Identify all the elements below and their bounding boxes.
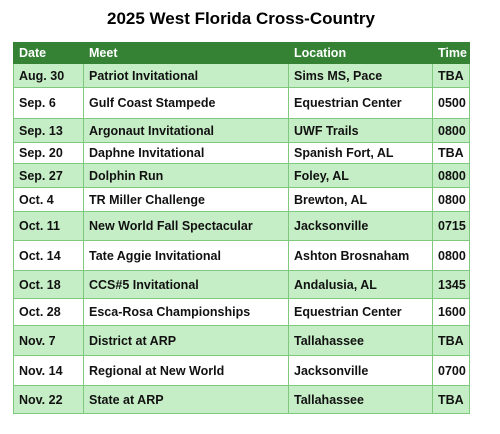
table-row: Nov. 22 State at ARP Tallahassee TBA — [13, 385, 470, 414]
table-cell: Jacksonville — [288, 211, 433, 241]
table-cell: 0800 — [432, 187, 470, 212]
header-cell: Time — [432, 42, 470, 64]
table-cell: Aug. 30 — [13, 63, 84, 88]
table-cell: TBA — [432, 142, 470, 164]
table-cell: 0800 — [432, 163, 470, 188]
table-cell: District at ARP — [83, 325, 289, 356]
table-row: Aug. 30 Patriot Invitational Sims MS, Pace… — [13, 63, 470, 88]
table-cell: TR Miller Challenge — [83, 187, 289, 212]
table-cell: TBA — [432, 385, 470, 414]
table-cell: 0700 — [432, 355, 470, 386]
header-cell: Meet — [83, 42, 289, 64]
table-cell: Foley, AL — [288, 163, 433, 188]
table-cell: Nov. 14 — [13, 355, 84, 386]
table-cell: Tate Aggie Invitational — [83, 240, 289, 271]
table-cell: 0800 — [432, 118, 470, 143]
table-cell: Sep. 6 — [13, 87, 84, 119]
table-cell: Oct. 28 — [13, 298, 84, 326]
table-row: Sep. 6 Gulf Coast Stampede Equestrian Cent… — [13, 87, 470, 119]
table-cell: Sep. 27 — [13, 163, 84, 188]
table-row: Nov. 14 Regional at New World Jacksonville… — [13, 355, 470, 386]
table-row: Oct. 4 TR Miller Challenge Brewton, AL 0800 — [13, 187, 470, 212]
table-cell: Jacksonville — [288, 355, 433, 386]
table-cell: 0715 — [432, 211, 470, 241]
table-cell: Argonaut Invitational — [83, 118, 289, 143]
table-cell: Tallahassee — [288, 325, 433, 356]
table-body: Aug. 30 Patriot Invitational Sims MS, Pace… — [13, 63, 470, 414]
table-cell: UWF Trails — [288, 118, 433, 143]
table-cell: Regional at New World — [83, 355, 289, 386]
table-cell: Andalusia, AL — [288, 270, 433, 299]
table-cell: Brewton, AL — [288, 187, 433, 212]
table-row: Nov. 7 District at ARP Tallahassee TBA — [13, 325, 470, 356]
table-cell: TBA — [432, 63, 470, 88]
table-cell: Sims MS, Pace — [288, 63, 433, 88]
table-cell: State at ARP — [83, 385, 289, 414]
table-cell: Oct. 11 — [13, 211, 84, 241]
table-cell: Spanish Fort, AL — [288, 142, 433, 164]
table-cell: Patriot Invitational — [83, 63, 289, 88]
table-cell: CCS#5 Invitational — [83, 270, 289, 299]
table-cell: Dolphin Run — [83, 163, 289, 188]
table-cell: Equestrian Center — [288, 298, 433, 326]
table-cell: Oct. 14 — [13, 240, 84, 271]
table-cell: Esca-Rosa Championships — [83, 298, 289, 326]
title: 2025 West Florida Cross-Country — [107, 9, 375, 28]
table-cell: Tallahassee — [288, 385, 433, 414]
table-row: Oct. 11 New World Fall Spectacular Jackson… — [13, 211, 470, 241]
table-cell: TBA — [432, 325, 470, 356]
schedule-table: Date Meet Location Time Aug. 30 Patriot Invi… — [13, 42, 470, 414]
table-cell: Sep. 20 — [13, 142, 84, 164]
table-row: Oct. 18 CCS#5 Invitational Andalusia, AL 13… — [13, 270, 470, 299]
table-cell: Equestrian Center — [288, 87, 433, 119]
table-cell: Daphne Invitational — [83, 142, 289, 164]
table-cell: 0800 — [432, 240, 470, 271]
table-cell: Sep. 13 — [13, 118, 84, 143]
table-cell: Oct. 18 — [13, 270, 84, 299]
table-cell: New World Fall Spectacular — [83, 211, 289, 241]
table-row: Oct. 14 Tate Aggie Invitational Ashton Bro… — [13, 240, 470, 271]
table-cell: Nov. 7 — [13, 325, 84, 356]
table-cell: 0500 — [432, 87, 470, 119]
table-cell: Gulf Coast Stampede — [83, 87, 289, 119]
table-cell: Ashton Brosnaham — [288, 240, 433, 271]
table-cell: Nov. 22 — [13, 385, 84, 414]
table-cell: 1345 — [432, 270, 470, 299]
header-row: Date Meet Location Time — [13, 42, 470, 64]
table-cell: Oct. 4 — [13, 187, 84, 212]
header-cell: Location — [288, 42, 433, 64]
table-row: Sep. 13 Argonaut Invitational UWF Trails 08… — [13, 118, 470, 143]
table-row: Sep. 20 Daphne Invitational Spanish Fort, … — [13, 142, 470, 164]
table-cell: 1600 — [432, 298, 470, 326]
table-row: Sep. 27 Dolphin Run Foley, AL 0800 — [13, 163, 470, 188]
header-cell: Date — [13, 42, 84, 64]
table-row: Oct. 28 Esca-Rosa Championships Equestrian… — [13, 298, 470, 326]
